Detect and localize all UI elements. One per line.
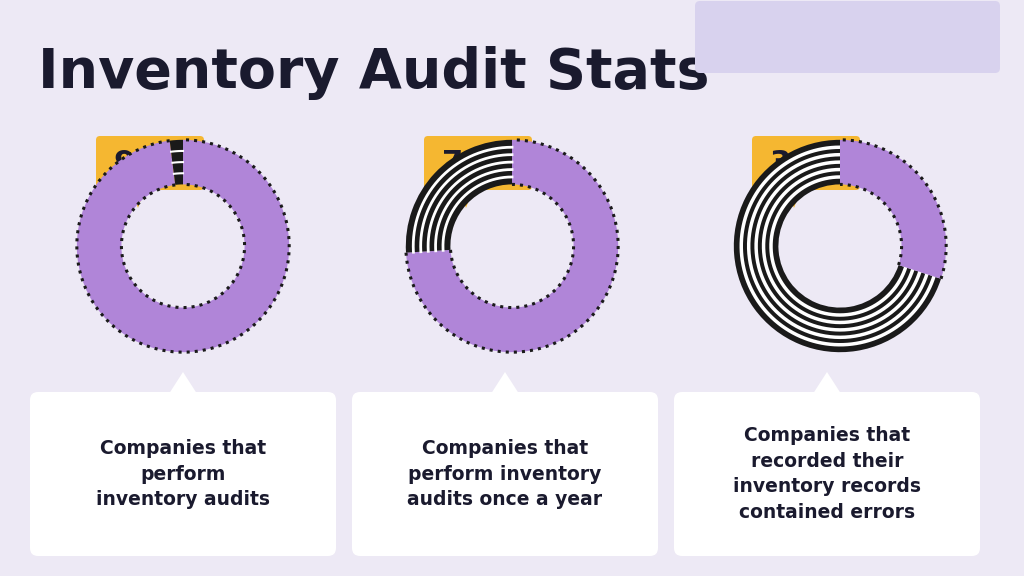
Text: Source: Deloitte, Wakefield Research,
and the Journal of Business Logistics: Source: Deloitte, Wakefield Research, an…	[737, 21, 958, 52]
Wedge shape	[407, 140, 618, 352]
Polygon shape	[786, 186, 802, 208]
Wedge shape	[77, 140, 289, 352]
Text: Companies that
perform
inventory audits: Companies that perform inventory audits	[96, 439, 270, 509]
FancyBboxPatch shape	[30, 392, 336, 556]
Polygon shape	[487, 372, 523, 400]
Polygon shape	[165, 372, 201, 400]
Text: 98%: 98%	[114, 149, 186, 177]
Text: Companies that
recorded their
inventory records
contained errors: Companies that recorded their inventory …	[733, 426, 921, 522]
FancyBboxPatch shape	[752, 136, 860, 190]
FancyBboxPatch shape	[424, 136, 532, 190]
Text: Companies that
perform inventory
audits once a year: Companies that perform inventory audits …	[408, 439, 602, 509]
Text: 74%: 74%	[441, 149, 514, 177]
Text: 30%: 30%	[769, 149, 843, 177]
FancyBboxPatch shape	[352, 392, 658, 556]
Wedge shape	[170, 140, 183, 185]
FancyBboxPatch shape	[96, 136, 204, 190]
Polygon shape	[809, 372, 845, 400]
Polygon shape	[130, 186, 146, 208]
FancyBboxPatch shape	[674, 392, 980, 556]
Wedge shape	[734, 140, 941, 352]
Text: Inventory Audit Stats: Inventory Audit Stats	[38, 46, 710, 100]
FancyBboxPatch shape	[695, 1, 1000, 73]
Wedge shape	[406, 140, 512, 253]
Wedge shape	[840, 140, 946, 279]
Polygon shape	[458, 186, 474, 208]
